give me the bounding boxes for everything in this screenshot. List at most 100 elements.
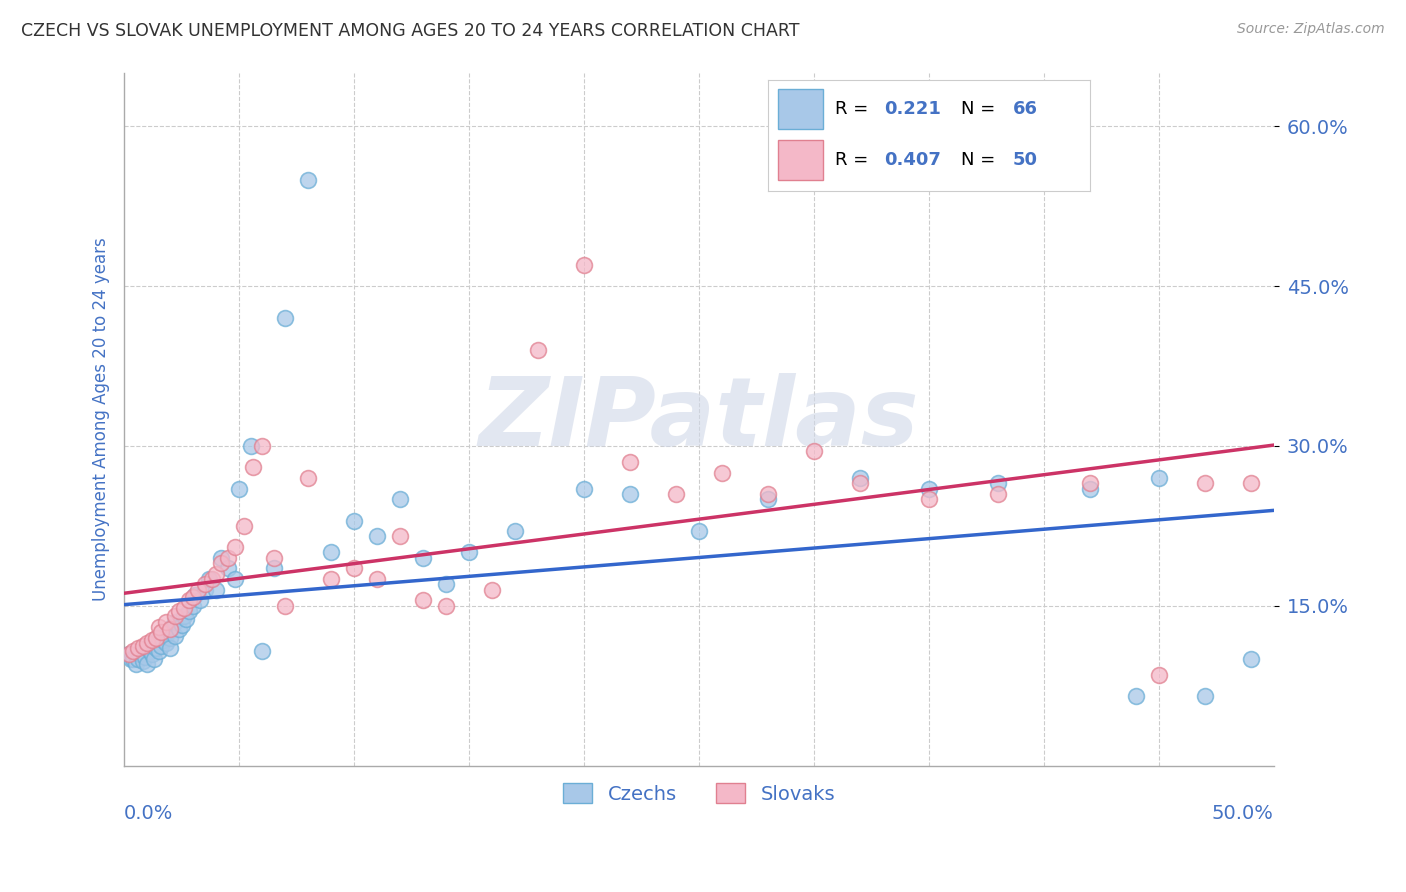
Point xyxy=(120,652,142,666)
Point xyxy=(127,641,149,656)
Point xyxy=(169,604,191,618)
Point xyxy=(181,591,204,605)
Point xyxy=(205,582,228,597)
Text: 0.0%: 0.0% xyxy=(124,805,173,823)
Point xyxy=(619,455,641,469)
Point xyxy=(412,550,434,565)
Point xyxy=(177,593,200,607)
Point xyxy=(1125,690,1147,704)
Point xyxy=(134,649,156,664)
Point xyxy=(366,572,388,586)
Point xyxy=(162,620,184,634)
Point xyxy=(155,636,177,650)
Point xyxy=(143,636,166,650)
Point xyxy=(163,615,186,629)
Point xyxy=(148,643,170,657)
Point xyxy=(217,561,239,575)
Point xyxy=(209,550,232,565)
Point xyxy=(188,593,211,607)
Point xyxy=(173,600,195,615)
Point xyxy=(194,582,217,597)
Point xyxy=(155,615,177,629)
Legend: Czechs, Slovaks: Czechs, Slovaks xyxy=(555,775,842,812)
Point xyxy=(527,343,550,357)
Point xyxy=(1194,476,1216,491)
Point xyxy=(131,654,153,668)
Point xyxy=(665,487,688,501)
Point xyxy=(125,657,148,672)
Point xyxy=(148,631,170,645)
Point xyxy=(170,618,193,632)
Point xyxy=(169,622,191,636)
Point xyxy=(389,529,412,543)
Point xyxy=(434,577,457,591)
Point xyxy=(756,492,779,507)
Point xyxy=(297,172,319,186)
Point xyxy=(163,629,186,643)
Point xyxy=(239,439,262,453)
Point xyxy=(319,572,342,586)
Point xyxy=(366,529,388,543)
Text: Source: ZipAtlas.com: Source: ZipAtlas.com xyxy=(1237,22,1385,37)
Point xyxy=(200,572,222,586)
Point xyxy=(297,471,319,485)
Point xyxy=(174,611,197,625)
Point xyxy=(131,639,153,653)
Point xyxy=(849,471,872,485)
Point xyxy=(1194,690,1216,704)
Point xyxy=(127,652,149,666)
Point xyxy=(181,599,204,613)
Point xyxy=(250,643,273,657)
Point xyxy=(458,545,481,559)
Point xyxy=(1147,668,1170,682)
Y-axis label: Unemployment Among Ages 20 to 24 years: Unemployment Among Ages 20 to 24 years xyxy=(93,237,110,601)
Point xyxy=(141,632,163,647)
Text: ZIPatlas: ZIPatlas xyxy=(478,373,920,466)
Point xyxy=(412,593,434,607)
Point xyxy=(177,604,200,618)
Text: 50.0%: 50.0% xyxy=(1212,805,1274,823)
Point xyxy=(136,636,159,650)
Point xyxy=(1078,476,1101,491)
Point xyxy=(143,652,166,666)
Point xyxy=(205,566,228,581)
Point xyxy=(138,643,160,657)
Text: CZECH VS SLOVAK UNEMPLOYMENT AMONG AGES 20 TO 24 YEARS CORRELATION CHART: CZECH VS SLOVAK UNEMPLOYMENT AMONG AGES … xyxy=(21,22,800,40)
Point xyxy=(987,487,1010,501)
Point xyxy=(1078,482,1101,496)
Point xyxy=(274,599,297,613)
Point xyxy=(145,631,167,645)
Point xyxy=(572,482,595,496)
Point xyxy=(224,572,246,586)
Point xyxy=(173,609,195,624)
Point xyxy=(849,476,872,491)
Point xyxy=(232,519,254,533)
Point xyxy=(159,622,181,636)
Point xyxy=(918,482,941,496)
Point xyxy=(184,588,207,602)
Point xyxy=(122,652,145,666)
Point xyxy=(503,524,526,538)
Point xyxy=(187,582,209,597)
Point xyxy=(194,577,217,591)
Point xyxy=(209,556,232,570)
Point xyxy=(136,641,159,656)
Point xyxy=(141,647,163,661)
Point xyxy=(118,647,141,661)
Point xyxy=(150,625,173,640)
Point xyxy=(122,643,145,657)
Point xyxy=(1240,652,1263,666)
Point xyxy=(481,582,503,597)
Point xyxy=(1147,471,1170,485)
Point xyxy=(145,641,167,656)
Point xyxy=(148,620,170,634)
Point xyxy=(118,647,141,661)
Point xyxy=(343,514,366,528)
Point xyxy=(263,561,285,575)
Point xyxy=(319,545,342,559)
Point xyxy=(987,476,1010,491)
Point xyxy=(224,540,246,554)
Point xyxy=(688,524,710,538)
Point xyxy=(572,258,595,272)
Point xyxy=(129,647,152,661)
